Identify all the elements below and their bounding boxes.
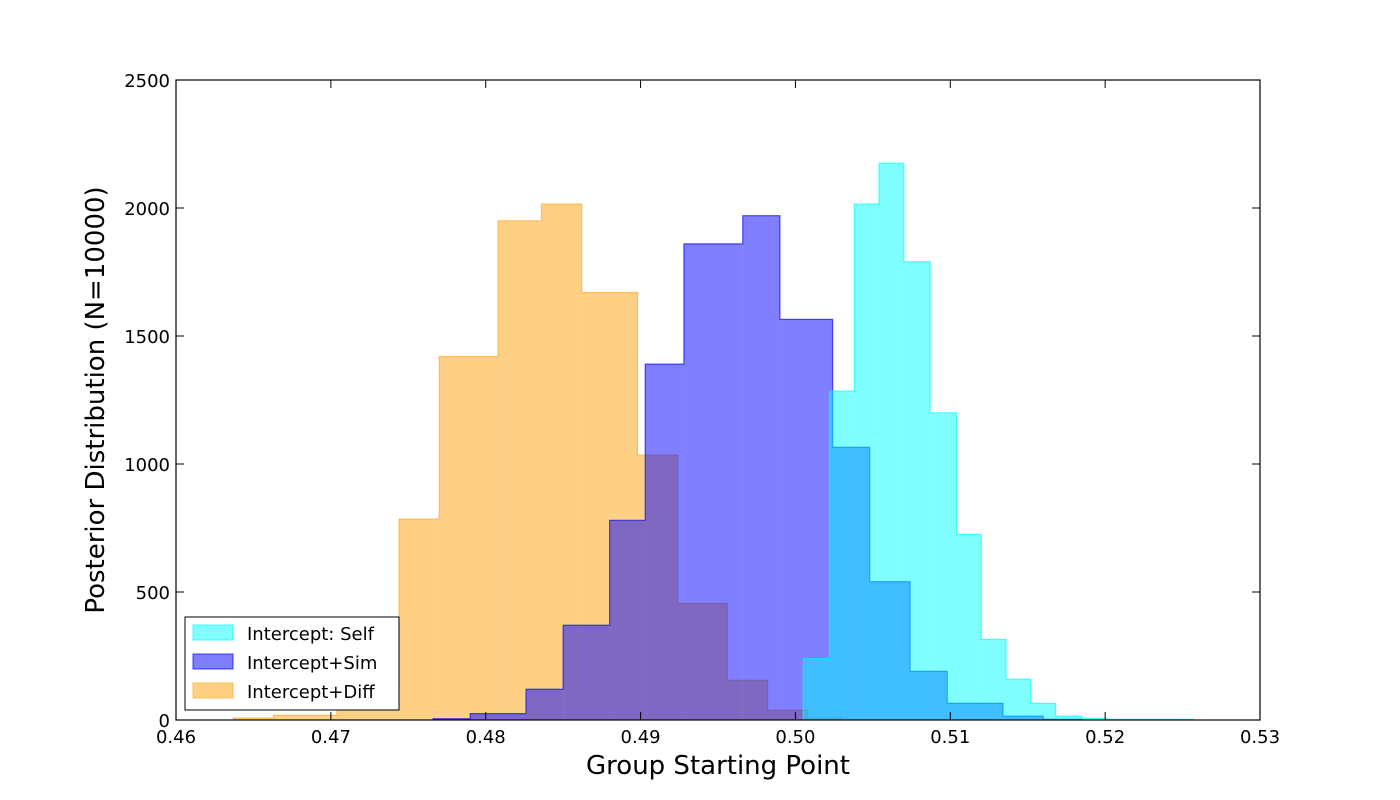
bar xyxy=(233,717,274,720)
x-axis-title: Group Starting Point xyxy=(586,751,850,781)
y-tick-label: 2500 xyxy=(124,71,170,92)
legend-label: Intercept+Sim xyxy=(247,653,377,674)
bar xyxy=(683,243,743,720)
x-tick-label: 0.47 xyxy=(311,727,351,748)
legend-swatch xyxy=(192,624,234,641)
y-tick-label: 500 xyxy=(136,583,170,604)
bar xyxy=(1081,718,1107,720)
bar xyxy=(829,391,855,720)
bar xyxy=(779,319,833,720)
bar xyxy=(930,412,957,720)
bar xyxy=(742,215,780,720)
bar xyxy=(563,625,610,720)
bar xyxy=(609,520,646,720)
bar xyxy=(879,163,904,720)
legend-label: Intercept+Diff xyxy=(247,682,375,703)
ticks-layer: 0.46 0.47 0.48 0.49 0.50 0.51 0.52 0.53 0 500 1000… xyxy=(124,71,1280,748)
bar xyxy=(854,204,880,720)
bar xyxy=(498,220,542,721)
bar xyxy=(956,534,982,720)
series-intercept-self xyxy=(802,162,1195,720)
bar xyxy=(645,364,684,720)
bar xyxy=(1006,679,1031,720)
x-tick-label: 0.52 xyxy=(1085,727,1125,748)
y-tick-label: 1000 xyxy=(124,455,170,476)
legend-label: Intercept: Self xyxy=(247,624,375,645)
x-tick-label: 0.46 xyxy=(156,727,196,748)
bar xyxy=(1030,703,1056,720)
bar xyxy=(273,715,338,720)
bar xyxy=(903,261,931,720)
x-tick-label: 0.49 xyxy=(621,727,661,748)
x-tick-label: 0.53 xyxy=(1240,727,1280,748)
y-tick-label: 2000 xyxy=(124,199,170,220)
bar xyxy=(439,356,499,720)
x-tick-label: 0.48 xyxy=(466,727,506,748)
y-tick-label: 1500 xyxy=(124,327,170,348)
bar xyxy=(803,658,830,720)
x-tick-label: 0.50 xyxy=(775,727,815,748)
legend: Intercept: Self Intercept+Sim Intercept+Di… xyxy=(184,616,400,711)
legend-swatch xyxy=(192,653,234,670)
bar-outline xyxy=(802,162,1195,720)
legend-swatch xyxy=(192,682,234,699)
bar xyxy=(433,718,471,720)
y-tick-label: 0 xyxy=(159,711,170,732)
bar xyxy=(470,713,526,720)
bar xyxy=(1055,716,1082,720)
x-tick-label: 0.51 xyxy=(930,727,970,748)
plot-frame xyxy=(175,79,1261,721)
bar xyxy=(525,689,564,720)
y-axis-title: Posterior Distribution (N=10000) xyxy=(81,186,111,613)
bar xyxy=(981,639,1007,720)
bars-layer xyxy=(232,162,1195,721)
bar xyxy=(398,519,440,720)
